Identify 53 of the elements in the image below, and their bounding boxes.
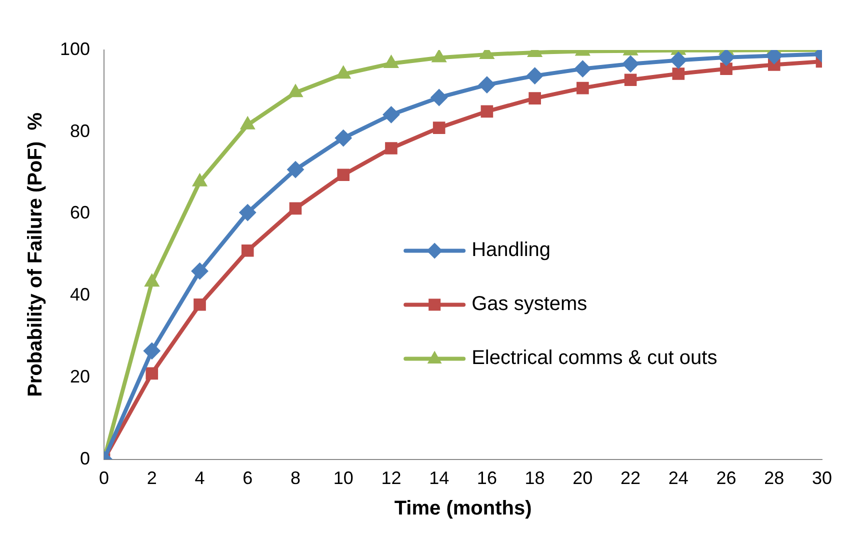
point	[432, 122, 446, 134]
legend-label: Electrical comms & cut outs	[472, 347, 718, 370]
point	[382, 106, 400, 124]
point	[672, 68, 685, 80]
x-tick-label: 8	[290, 468, 300, 488]
x-tick-label: 16	[476, 468, 497, 488]
point	[528, 92, 541, 104]
point	[576, 82, 589, 94]
x-tick-label: 30	[812, 468, 832, 488]
point	[718, 50, 735, 66]
x-tick-label: 26	[716, 468, 736, 488]
y-tick-label: 100	[60, 38, 90, 59]
point	[622, 55, 640, 72]
point	[430, 88, 448, 106]
point	[574, 60, 592, 78]
y-tick-label: 20	[70, 366, 90, 386]
x-tick-label: 22	[620, 468, 641, 488]
point	[337, 168, 350, 182]
y-tick-label: 40	[70, 284, 90, 305]
point	[480, 105, 494, 118]
x-tick-label: 12	[381, 468, 402, 488]
point	[526, 67, 544, 84]
point	[670, 52, 687, 69]
x-tick-label: 20	[572, 468, 593, 488]
x-tick-label: 18	[524, 468, 545, 488]
y-tick-label: 0	[80, 448, 90, 468]
point	[624, 74, 637, 86]
x-axis-title: Time (months)	[394, 498, 532, 520]
point	[286, 161, 304, 178]
point	[239, 204, 256, 222]
x-tick-label: 24	[668, 468, 688, 488]
legend-label: Gas systems	[472, 293, 588, 316]
point	[289, 202, 302, 215]
x-tick-label: 6	[242, 468, 253, 488]
legend-label: Handling	[472, 239, 551, 262]
point	[720, 62, 732, 75]
x-tick-label: 14	[429, 468, 450, 488]
y-axis-title: Probability of Failure (PoF) %	[24, 112, 47, 397]
point	[241, 244, 254, 257]
y-tick-label: 60	[70, 202, 90, 223]
point	[334, 130, 352, 147]
x-tick-label: 0	[99, 468, 110, 488]
point	[146, 367, 158, 380]
y-tick-label: 80	[70, 120, 90, 141]
point	[385, 142, 398, 154]
point	[478, 76, 496, 94]
point	[194, 298, 206, 311]
point	[191, 262, 208, 280]
x-tick-label: 4	[194, 468, 205, 488]
x-tick-label: 2	[146, 468, 157, 488]
x-tick-label: 10	[333, 468, 354, 488]
x-tick-label: 28	[764, 468, 784, 488]
point	[143, 342, 160, 360]
